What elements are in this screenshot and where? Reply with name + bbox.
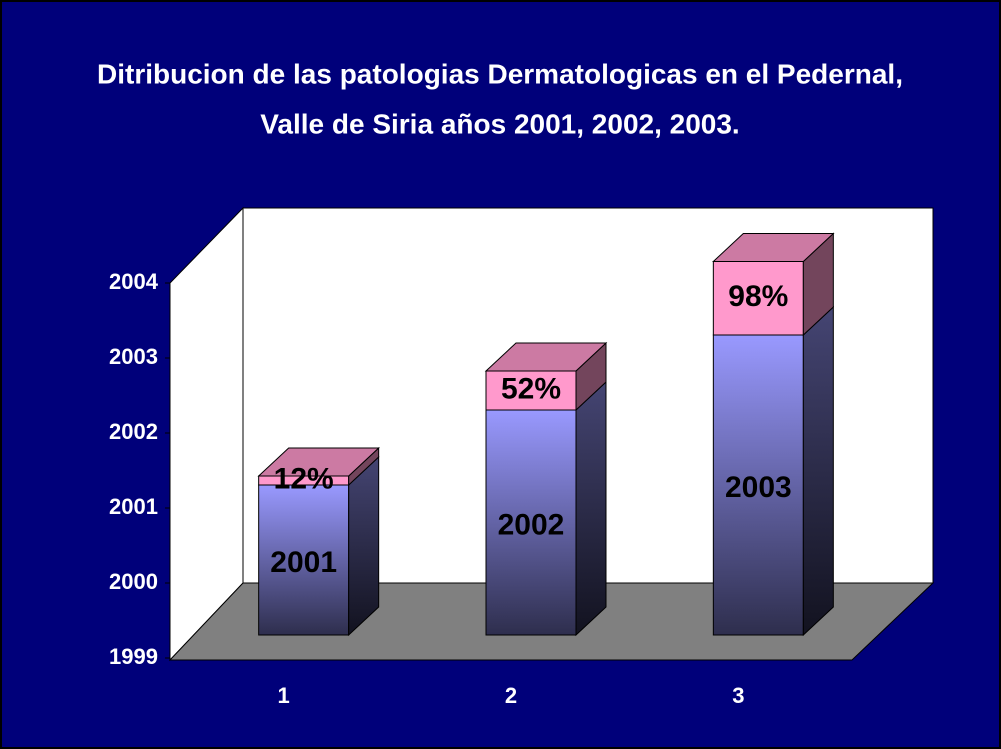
- y-tick-label: 2000: [109, 569, 158, 594]
- bar-side: [575, 380, 607, 637]
- bar-segment: [485, 409, 577, 636]
- y-tick-label: 2002: [109, 419, 158, 444]
- bar-segment: [712, 334, 804, 636]
- x-tick-label: 3: [732, 683, 744, 708]
- data-label: 52%: [501, 372, 561, 405]
- data-label: 98%: [728, 280, 788, 313]
- bar-top: [484, 342, 608, 372]
- bar-side: [348, 455, 380, 637]
- bar-segment: [485, 370, 577, 411]
- y-tick-label: 2004: [109, 269, 159, 294]
- bar-segment: [258, 484, 350, 636]
- bar-top: [257, 447, 380, 477]
- y-tick-label: 1999: [109, 644, 158, 669]
- data-label: 2003: [725, 471, 792, 504]
- side-wall: [169, 206, 244, 662]
- data-label: 12%: [274, 462, 334, 495]
- data-label: 2001: [270, 546, 337, 579]
- bar-segment: [712, 261, 804, 336]
- y-tick-label: 2001: [109, 494, 158, 519]
- chart-title: Ditribucion de las patologias Dermatolog…: [97, 58, 903, 89]
- bar-side: [802, 305, 834, 637]
- y-tick-label: 2003: [109, 344, 158, 369]
- x-tick-label: 1: [278, 683, 290, 708]
- chart-title: Valle de Siria años 2001, 2002, 2003.: [260, 108, 739, 139]
- data-label: 2002: [498, 508, 565, 541]
- x-tick-label: 2: [505, 683, 517, 708]
- bar-top: [712, 233, 835, 262]
